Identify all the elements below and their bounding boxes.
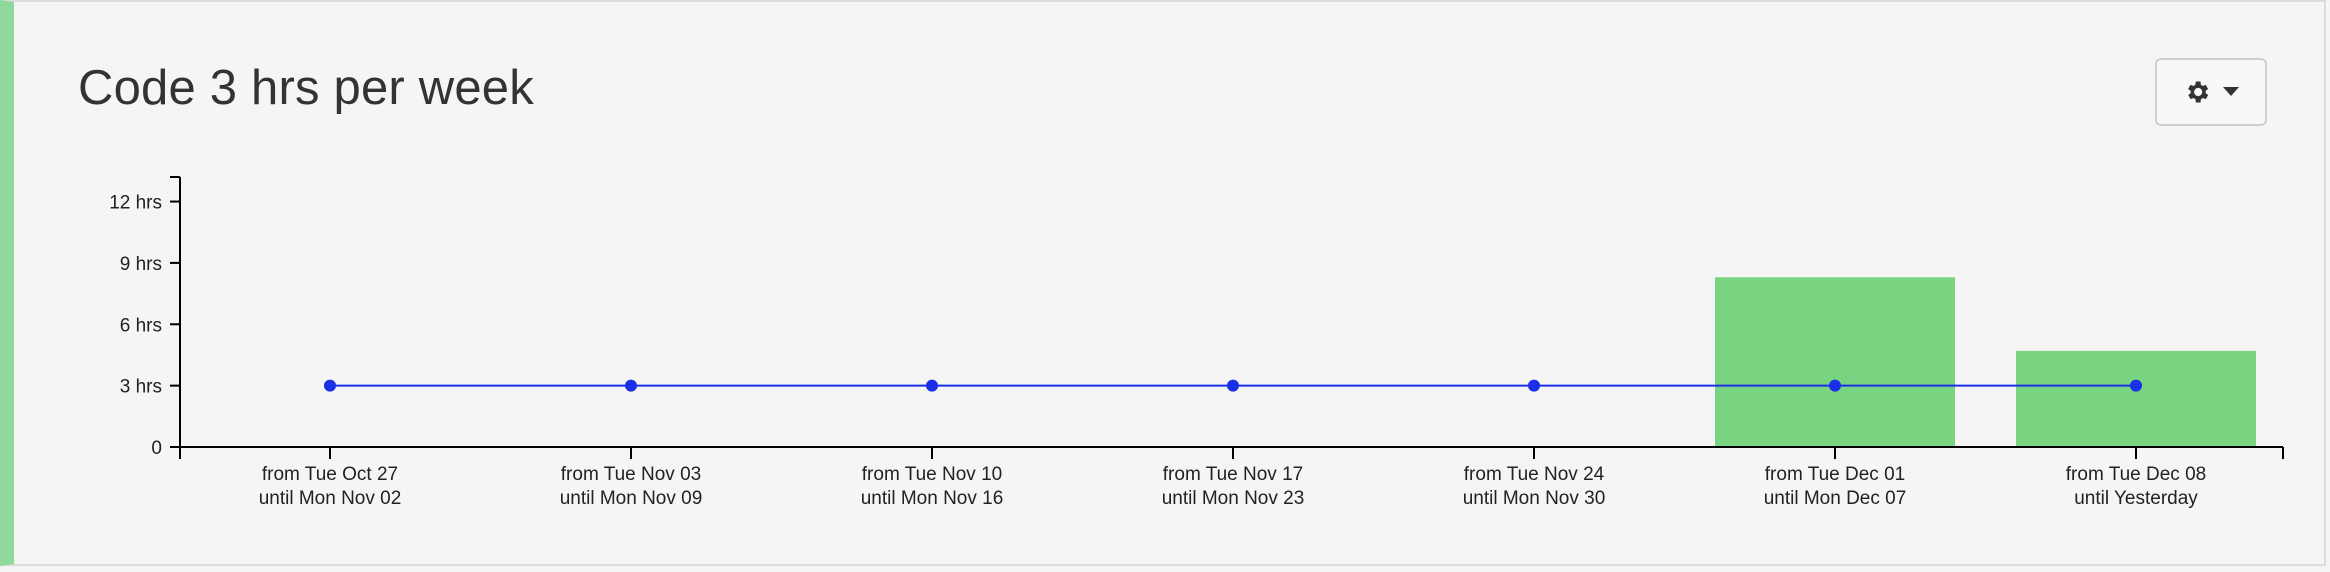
x-tick-label: from Tue Nov 17 bbox=[1163, 464, 1303, 485]
x-tick-label: until Mon Nov 23 bbox=[1162, 488, 1305, 509]
x-tick-label: from Tue Nov 10 bbox=[862, 464, 1002, 485]
goal-point-4[interactable] bbox=[1227, 379, 1239, 392]
goal-point-2[interactable] bbox=[625, 379, 637, 392]
x-tick-label: until Mon Nov 16 bbox=[861, 488, 1004, 509]
x-tick-label: from Tue Nov 03 bbox=[561, 464, 701, 485]
x-tick-label: until Mon Dec 07 bbox=[1764, 488, 1907, 509]
y-tick-label: 9 hrs bbox=[120, 254, 162, 275]
y-tick-label: 12 hrs bbox=[109, 193, 162, 214]
y-tick-label: 6 hrs bbox=[120, 315, 162, 336]
goal-point-7[interactable] bbox=[2130, 379, 2142, 392]
caret-down-icon bbox=[2223, 87, 2239, 96]
goal-point-6[interactable] bbox=[1829, 379, 1841, 392]
goal-point-1[interactable] bbox=[324, 379, 336, 392]
x-tick-label: from Tue Dec 08 bbox=[2066, 464, 2206, 485]
x-tick-label: from Tue Dec 01 bbox=[1765, 464, 1905, 485]
bar-week-7[interactable] bbox=[2016, 350, 2256, 447]
goal-point-3[interactable] bbox=[926, 379, 938, 392]
settings-dropdown-button[interactable] bbox=[2155, 58, 2267, 126]
y-tick-label: 3 hrs bbox=[120, 377, 162, 398]
bar-week-6[interactable] bbox=[1715, 277, 1955, 447]
x-tick-label: until Yesterday bbox=[2074, 488, 2198, 509]
y-tick-label: 0 bbox=[151, 438, 162, 459]
x-tick-label: until Mon Nov 02 bbox=[259, 488, 402, 509]
x-tick-label: from Tue Nov 24 bbox=[1464, 464, 1605, 485]
x-tick-label: until Mon Nov 09 bbox=[560, 488, 703, 509]
x-tick-label: until Mon Nov 30 bbox=[1463, 488, 1606, 509]
gear-icon bbox=[2188, 81, 2209, 103]
page-title: Code 3 hrs per week bbox=[78, 61, 534, 115]
x-tick-label: from Tue Oct 27 bbox=[262, 464, 398, 485]
goal-point-5[interactable] bbox=[1528, 379, 1540, 392]
